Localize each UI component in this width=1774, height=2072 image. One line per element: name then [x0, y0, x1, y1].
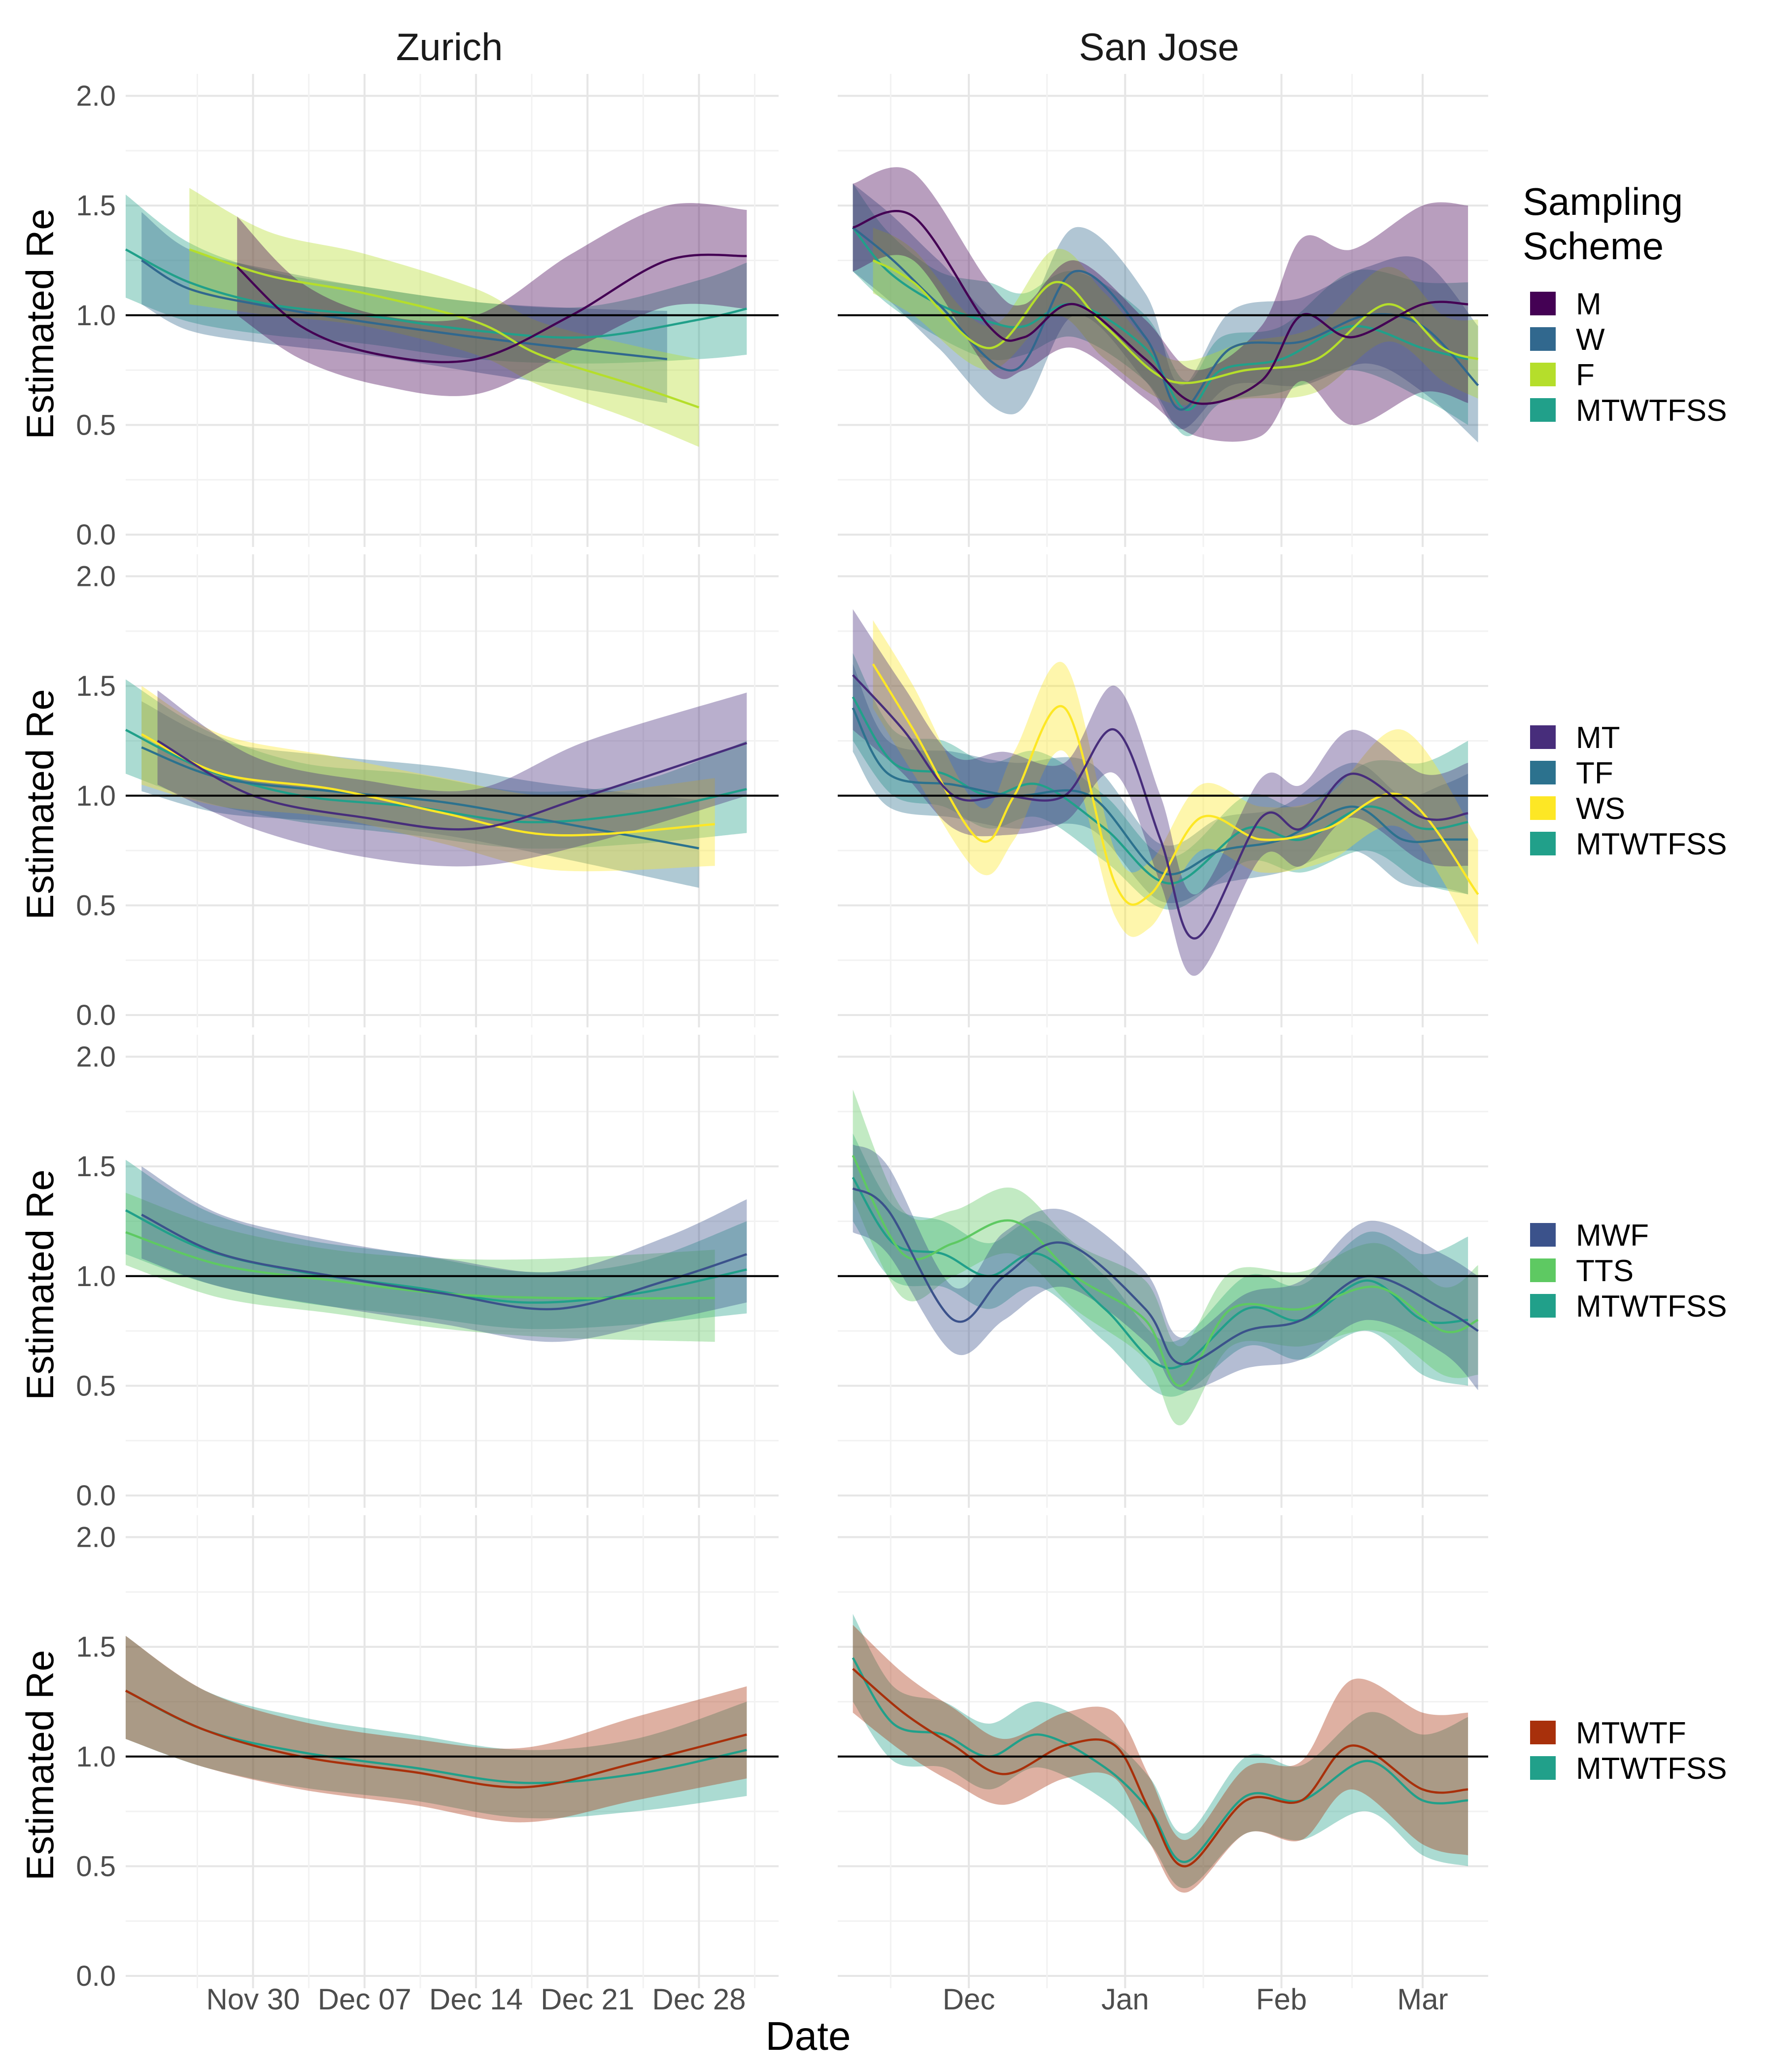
- legend-key-mtwtfss: [1530, 1756, 1556, 1780]
- ci-band-mtwtf: [126, 1636, 747, 1822]
- x-tick-label: Feb: [1256, 1983, 1307, 2016]
- y-axis-label: Estimated Re: [18, 1169, 62, 1400]
- y-tick-label: 2.0: [76, 1041, 116, 1073]
- panel-zurich-row-2-series: [126, 679, 747, 888]
- panel-san-jose-row-4-series: [853, 1614, 1468, 1893]
- x-tick-label: Dec 07: [318, 1983, 411, 2016]
- legend-label-mtwtf: MTWTF: [1576, 1716, 1686, 1750]
- legend-label-mtwtfss: MTWTFSS: [1576, 827, 1727, 861]
- ci-band-mwf: [141, 1166, 747, 1342]
- x-tick-label: Dec 21: [541, 1983, 634, 2016]
- legend-key-mtwtf: [1530, 1721, 1556, 1744]
- legend-key-m: [1530, 292, 1556, 315]
- legend-key-mwf: [1530, 1223, 1556, 1247]
- panel-zurich-row-3-series: [126, 1160, 747, 1342]
- y-axis-label: Estimated Re: [18, 208, 62, 439]
- legend-label-mtwtfss: MTWTFSS: [1576, 1752, 1727, 1786]
- x-tick-label: Jan: [1101, 1983, 1149, 2016]
- x-tick-label: Mar: [1397, 1983, 1448, 2016]
- column-title-san-jose: San Jose: [1079, 25, 1239, 68]
- legend-label-m: M: [1576, 287, 1602, 321]
- y-tick-label: 1.0: [76, 300, 116, 332]
- y-tick-label: 0.0: [76, 999, 116, 1031]
- y-tick-label: 1.5: [76, 190, 116, 222]
- legend-label-tf: TF: [1576, 756, 1613, 790]
- y-tick-label: 0.5: [76, 889, 116, 921]
- column-title-zurich: Zurich: [396, 25, 503, 68]
- ci-band-mtwtf: [853, 1625, 1468, 1893]
- y-tick-label: 2.0: [76, 80, 116, 112]
- y-tick-label: 2.0: [76, 561, 116, 593]
- x-tick-label: Nov 30: [206, 1983, 300, 2016]
- legend-key-tts: [1530, 1258, 1556, 1282]
- y-axis-label: Estimated Re: [18, 689, 62, 919]
- y-tick-label: 0.0: [76, 519, 116, 551]
- legend-label-ws: WS: [1576, 792, 1625, 826]
- legend-label-f: F: [1576, 358, 1595, 392]
- legend-key-tf: [1530, 761, 1556, 784]
- panel-zurich-row-4-series: [126, 1636, 747, 1822]
- panel-san-jose-row-1-series: [853, 167, 1478, 442]
- y-tick-label: 2.0: [76, 1522, 116, 1554]
- x-tick-label: Dec: [943, 1983, 995, 2016]
- y-tick-label: 0.5: [76, 1370, 116, 1402]
- legend-label-w: W: [1576, 323, 1605, 357]
- y-tick-label: 1.0: [76, 1741, 116, 1773]
- ci-band-mt: [853, 609, 1468, 976]
- legend-key-ws: [1530, 796, 1556, 820]
- legend-key-mtwtfss: [1530, 1294, 1556, 1318]
- y-tick-label: 1.5: [76, 670, 116, 702]
- legend-label-mtwtfss: MTWTFSS: [1576, 394, 1727, 428]
- legend-label-mtwtfss: MTWTFSS: [1576, 1290, 1727, 1324]
- legend-label-mwf: MWF: [1576, 1219, 1649, 1253]
- panel-san-jose-row-2-series: [853, 609, 1478, 976]
- legend-key-mt: [1530, 725, 1556, 749]
- y-tick-label: 1.5: [76, 1631, 116, 1663]
- x-tick-label: Dec 28: [652, 1983, 746, 2016]
- y-tick-label: 0.0: [76, 1960, 116, 1992]
- legend-label-mt: MT: [1576, 721, 1620, 755]
- panel-zurich-row-1-series: [126, 188, 747, 447]
- y-tick-label: 0.5: [76, 1850, 116, 1882]
- y-axis-label: Estimated Re: [18, 1650, 62, 1880]
- x-tick-label: Dec 14: [429, 1983, 523, 2016]
- x-axis-label: Date: [765, 2014, 851, 2059]
- panel-san-jose-row-3-series: [853, 1089, 1478, 1425]
- legend-title-line-2: Scheme: [1523, 224, 1664, 268]
- legend-title-line-1: Sampling: [1523, 180, 1683, 223]
- y-tick-label: 0.5: [76, 409, 116, 441]
- y-tick-label: 1.5: [76, 1151, 116, 1183]
- y-tick-label: 1.0: [76, 1260, 116, 1292]
- legend-key-w: [1530, 327, 1556, 351]
- legend-key-mtwtfss: [1530, 832, 1556, 855]
- y-tick-label: 0.0: [76, 1480, 116, 1512]
- y-tick-label: 1.0: [76, 780, 116, 812]
- legend-key-mtwtfss: [1530, 398, 1556, 422]
- legend-label-tts: TTS: [1576, 1254, 1634, 1288]
- legend-key-f: [1530, 363, 1556, 386]
